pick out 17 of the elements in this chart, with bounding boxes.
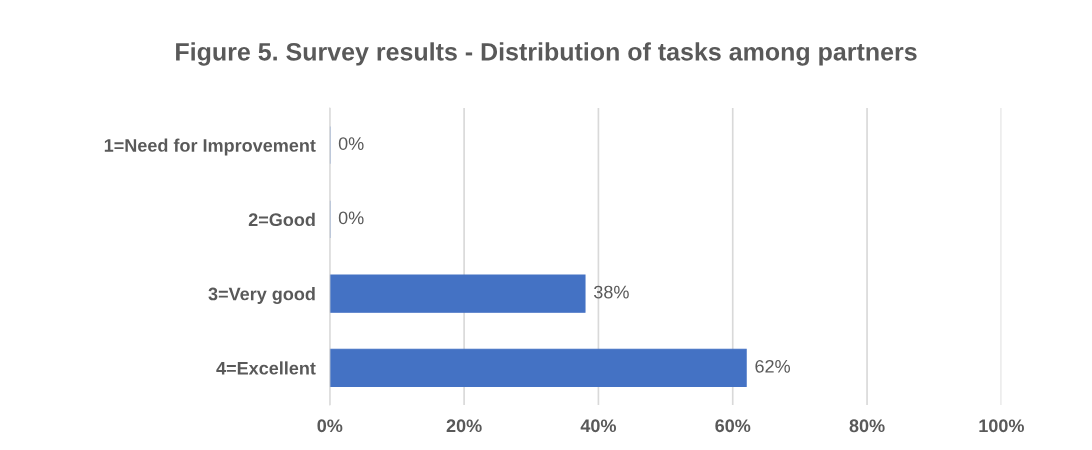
y-tick-label: 3=Very good — [208, 287, 315, 304]
y-tick-label: 1=Need for Improvement — [104, 138, 316, 156]
y-tick-label: 4=Excellent — [216, 361, 316, 375]
data-label: 62% — [755, 359, 790, 373]
data-label: 38% — [594, 285, 629, 299]
bar — [329, 274, 586, 313]
x-tick-label: 0% — [317, 419, 343, 433]
x-tick-label: 80% — [849, 419, 885, 433]
x-tick-label: 60% — [715, 419, 751, 433]
data-label: 0% — [338, 137, 364, 150]
bar — [329, 348, 747, 387]
chart-title: Figure 5. Survey results - Distribution of tasks among partners — [176, 42, 917, 66]
x-tick-label: 40% — [580, 419, 617, 433]
x-tick-label: 100% — [979, 419, 1024, 433]
x-tick-label: 20% — [446, 419, 482, 433]
y-tick-label: 2=Good — [248, 212, 315, 227]
data-label: 0% — [338, 211, 364, 225]
